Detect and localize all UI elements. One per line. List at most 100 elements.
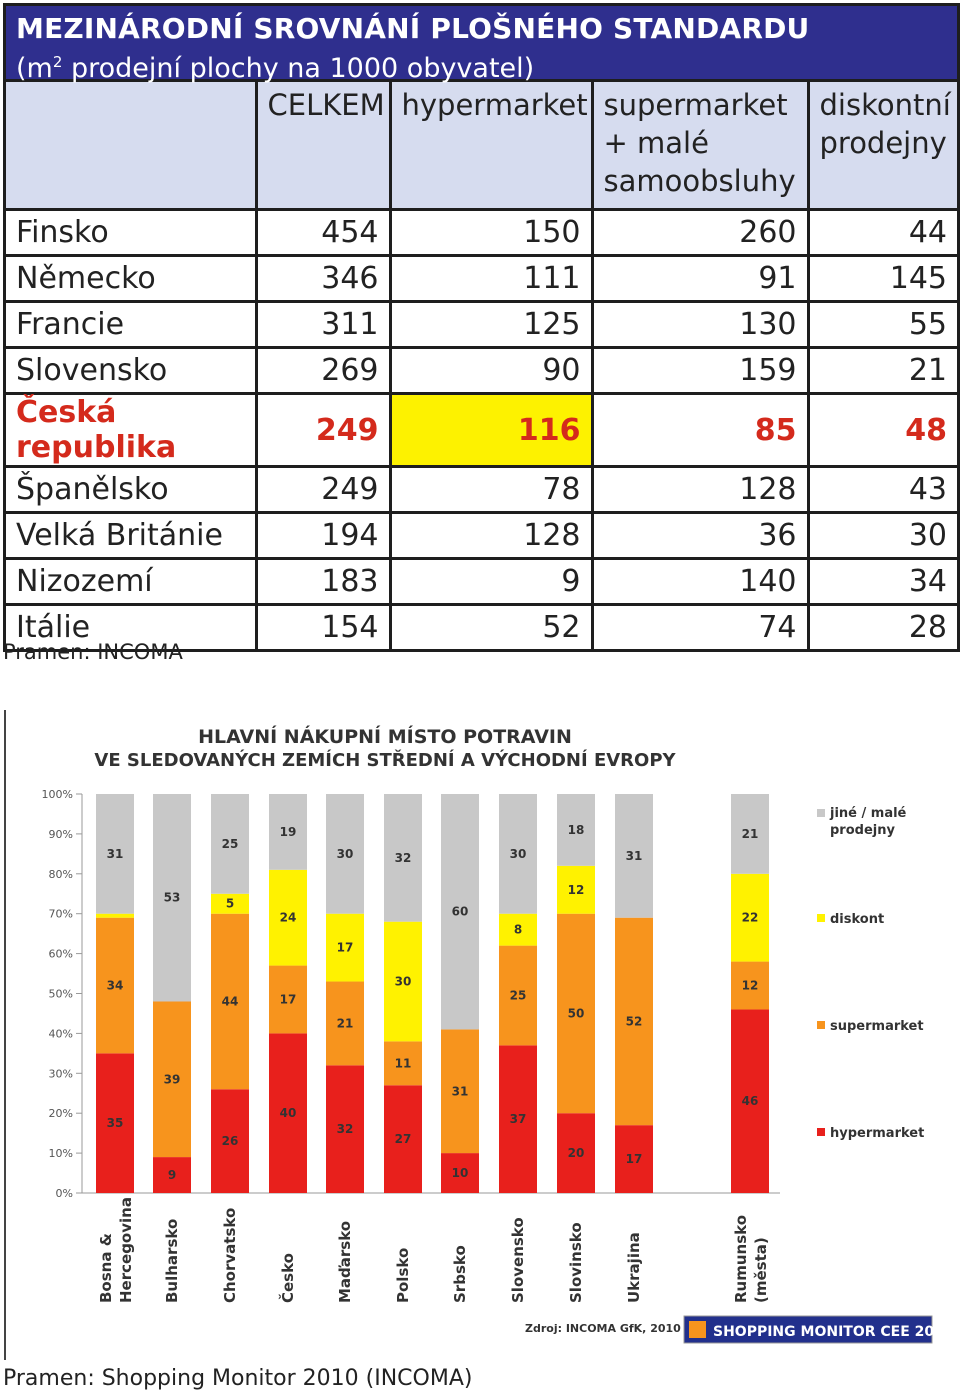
data-table: CELKEM hypermarket supermarket + malé samo…	[6, 82, 957, 652]
legend-swatch	[817, 1021, 825, 1029]
y-tick-label: 70%	[49, 908, 73, 921]
bar-value-label: 12	[742, 979, 759, 993]
bar-value-label: 19	[280, 825, 297, 839]
bar-value-label: 17	[280, 992, 297, 1006]
bar-segment-diskont	[731, 873, 769, 962]
bar-segment-diskont	[211, 893, 249, 914]
y-tick-label: 10%	[49, 1147, 73, 1160]
bar-value-label: 25	[510, 988, 527, 1002]
bar-segment-supermarket	[269, 965, 307, 1034]
table-title: MEZINÁRODNÍ SROVNÁNÍ PLOŠNÉHO STANDARDU	[16, 12, 810, 45]
bar-value-label: 11	[395, 1056, 412, 1070]
country-cell: Slovensko	[6, 347, 258, 395]
stacked-bar-chart: HLAVNÍ NÁKUPNÍ MÍSTO POTRAVIN VE SLEDOVAN…	[0, 705, 960, 1365]
bar-value-label: 8	[514, 923, 522, 937]
bar-value-label: 25	[222, 837, 239, 851]
value-cell: 145	[806, 255, 957, 303]
value-cell: 130	[590, 301, 810, 349]
bar-segment-supermarket	[384, 1041, 422, 1086]
bar-segment-diskont	[96, 913, 134, 918]
bar-segment-jin----mal--prodejny	[326, 794, 364, 914]
bar-segment-hypermarket	[269, 1033, 307, 1193]
table-row: Finsko 454 150 260 44	[6, 209, 957, 257]
table-subtitle: (m2 prodejní plochy na 1000 obyvatel)	[16, 53, 535, 84]
value-cell: 346	[254, 255, 392, 303]
bar-value-label: 32	[337, 1122, 354, 1136]
value-cell: 194	[254, 512, 392, 560]
value-cell: 150	[388, 209, 594, 257]
bar-value-label: 46	[742, 1094, 759, 1108]
legend-label: hypermarket	[830, 1126, 924, 1141]
x-category-label: Chorvatsko	[221, 1208, 239, 1303]
logo-background	[683, 1315, 933, 1344]
value-cell: 116	[388, 393, 594, 468]
value-cell: 249	[254, 466, 392, 514]
bar-value-label: 17	[626, 1152, 643, 1166]
bar-value-label: 50	[568, 1006, 585, 1020]
value-cell: 454	[254, 209, 392, 257]
bar-segment-hypermarket	[615, 1125, 653, 1193]
value-cell: 140	[590, 558, 810, 606]
bar-value-label: 60	[452, 905, 469, 919]
y-tick-label: 100%	[42, 788, 73, 801]
value-cell: 52	[388, 604, 594, 652]
country-cell: Finsko	[6, 209, 258, 257]
x-category-label: Polsko	[394, 1248, 412, 1303]
x-category-label: Slovinsko	[567, 1222, 585, 1303]
bar-value-label: 31	[452, 1084, 469, 1098]
y-tick-label: 90%	[49, 828, 73, 841]
bar-value-label: 26	[222, 1134, 239, 1148]
bar-segment-hypermarket	[441, 1153, 479, 1193]
bar-segment-supermarket	[211, 913, 249, 1090]
value-cell: 128	[388, 512, 594, 560]
x-category-label: Maďarsko	[336, 1221, 354, 1303]
bar-value-label: 30	[337, 847, 354, 861]
table-source: Pramen: INCOMA	[3, 640, 183, 664]
bar-segment-supermarket	[557, 913, 595, 1114]
table-row: Česká republika 249 116 85 48	[6, 393, 957, 468]
bar-value-label: 10	[452, 1166, 469, 1180]
bar-value-label: 18	[568, 823, 585, 837]
bar-segment-supermarket	[96, 917, 134, 1054]
bar-value-label: 9	[168, 1168, 176, 1182]
bar-value-label: 40	[280, 1106, 297, 1120]
legend-label: supermarket	[830, 1019, 924, 1034]
bar-value-label: 22	[742, 911, 759, 925]
bar-segment-jin----mal--prodejny	[557, 794, 595, 866]
bar-segment-supermarket	[441, 1029, 479, 1154]
table-row: Velká Británie 194 128 36 30	[6, 512, 957, 560]
value-cell: 28	[806, 604, 957, 652]
bar-segment-jin----mal--prodejny	[731, 794, 769, 874]
bar-value-label: 21	[742, 827, 759, 841]
table-header-band: MEZINÁRODNÍ SROVNÁNÍ PLOŠNÉHO STANDARDU …	[6, 6, 957, 84]
value-cell: 48	[806, 393, 957, 468]
value-cell: 311	[254, 301, 392, 349]
bar-segment-supermarket	[731, 961, 769, 1010]
legend-label: jiné / malé prodejny	[829, 806, 907, 838]
bar-segment-jin----mal--prodejny	[615, 794, 653, 918]
x-category-label: Srbsko	[451, 1245, 469, 1303]
bar-value-label: 34	[107, 979, 124, 993]
value-cell: 9	[388, 558, 594, 606]
column-header: hypermarket	[388, 82, 594, 211]
bar-value-label: 39	[164, 1072, 181, 1086]
bar-value-label: 44	[222, 994, 239, 1008]
bar-segment-jin----mal--prodejny	[441, 794, 479, 1030]
bar-segment-supermarket	[153, 1001, 191, 1158]
value-cell: 90	[388, 347, 594, 395]
value-cell: 154	[254, 604, 392, 652]
bar-segment-hypermarket	[384, 1085, 422, 1193]
bar-segment-hypermarket	[731, 1009, 769, 1193]
legend-swatch	[817, 1128, 825, 1136]
bar-segment-diskont	[557, 865, 595, 914]
value-cell: 44	[806, 209, 957, 257]
value-cell: 21	[806, 347, 957, 395]
bar-segment-hypermarket	[557, 1113, 595, 1193]
bar-value-label: 30	[395, 975, 412, 989]
bar-value-label: 52	[626, 1014, 643, 1028]
table-header-row: CELKEM hypermarket supermarket + malé samo…	[6, 82, 957, 211]
bar-segment-supermarket	[615, 917, 653, 1126]
value-cell: 78	[388, 466, 594, 514]
column-header: CELKEM	[254, 82, 392, 211]
bar-value-label: 31	[107, 847, 124, 861]
